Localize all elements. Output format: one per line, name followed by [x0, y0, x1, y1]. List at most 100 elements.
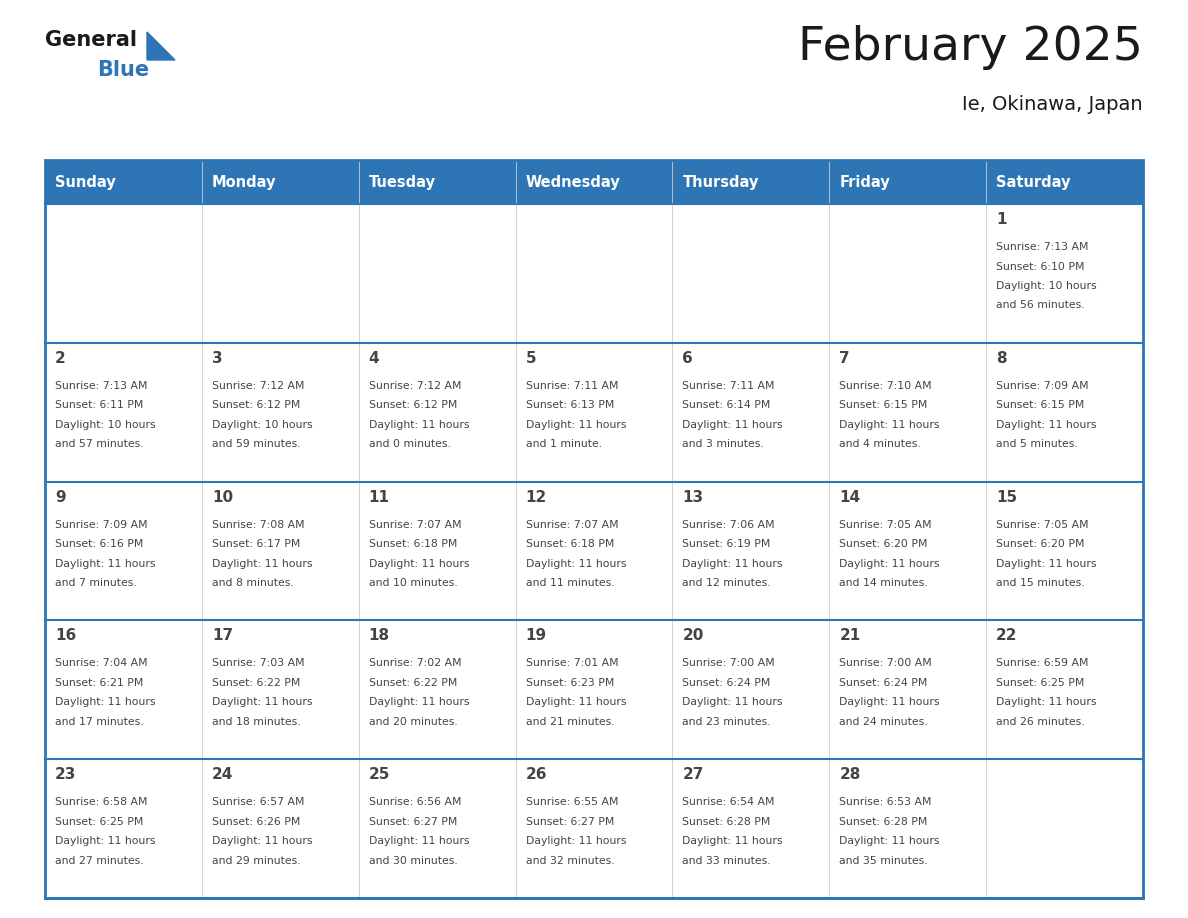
Bar	[202, 482, 359, 621]
Text: and 15 minutes.: and 15 minutes.	[997, 578, 1085, 588]
Text: Sunrise: 6:53 AM: Sunrise: 6:53 AM	[839, 797, 931, 807]
Bar	[672, 204, 829, 342]
Text: Daylight: 11 hours: Daylight: 11 hours	[682, 836, 783, 846]
Bar	[516, 759, 672, 898]
Bar	[986, 342, 1143, 482]
Text: and 5 minutes.: and 5 minutes.	[997, 440, 1078, 449]
Text: General: General	[45, 30, 137, 50]
Text: 6: 6	[682, 351, 693, 365]
Text: and 0 minutes.: and 0 minutes.	[368, 440, 450, 449]
Bar	[672, 621, 829, 759]
Bar	[45, 160, 202, 204]
Text: Sunset: 6:15 PM: Sunset: 6:15 PM	[997, 400, 1085, 410]
Text: Sunrise: 6:59 AM: Sunrise: 6:59 AM	[997, 658, 1088, 668]
Text: 18: 18	[368, 629, 390, 644]
Text: Sunset: 6:19 PM: Sunset: 6:19 PM	[682, 539, 771, 549]
Text: Sunset: 6:13 PM: Sunset: 6:13 PM	[525, 400, 614, 410]
Text: Sunrise: 7:07 AM: Sunrise: 7:07 AM	[368, 520, 461, 530]
Text: Daylight: 11 hours: Daylight: 11 hours	[839, 836, 940, 846]
Text: Sunset: 6:15 PM: Sunset: 6:15 PM	[839, 400, 928, 410]
Text: Sunrise: 7:02 AM: Sunrise: 7:02 AM	[368, 658, 461, 668]
Text: 1: 1	[997, 212, 1006, 227]
Text: Sunset: 6:24 PM: Sunset: 6:24 PM	[682, 677, 771, 688]
Text: Sunrise: 7:04 AM: Sunrise: 7:04 AM	[55, 658, 147, 668]
Text: Sunset: 6:24 PM: Sunset: 6:24 PM	[839, 677, 928, 688]
Bar	[202, 204, 359, 342]
Bar	[516, 342, 672, 482]
Text: Daylight: 10 hours: Daylight: 10 hours	[211, 420, 312, 430]
Text: and 26 minutes.: and 26 minutes.	[997, 717, 1085, 727]
Text: Daylight: 11 hours: Daylight: 11 hours	[682, 558, 783, 568]
Text: Sunset: 6:21 PM: Sunset: 6:21 PM	[55, 677, 144, 688]
Text: 25: 25	[368, 767, 390, 782]
Text: Sunset: 6:27 PM: Sunset: 6:27 PM	[525, 817, 614, 827]
Text: Daylight: 11 hours: Daylight: 11 hours	[211, 558, 312, 568]
Text: Sunrise: 7:06 AM: Sunrise: 7:06 AM	[682, 520, 775, 530]
Text: and 35 minutes.: and 35 minutes.	[839, 856, 928, 866]
Bar	[829, 160, 986, 204]
Text: 19: 19	[525, 629, 546, 644]
Text: and 11 minutes.: and 11 minutes.	[525, 578, 614, 588]
Text: and 10 minutes.: and 10 minutes.	[368, 578, 457, 588]
Bar	[672, 160, 829, 204]
Text: 2: 2	[55, 351, 65, 365]
Text: 26: 26	[525, 767, 546, 782]
Text: Sunrise: 6:55 AM: Sunrise: 6:55 AM	[525, 797, 618, 807]
Text: Thursday: Thursday	[682, 174, 759, 189]
Text: Wednesday: Wednesday	[525, 174, 620, 189]
Text: and 7 minutes.: and 7 minutes.	[55, 578, 137, 588]
Text: Sunrise: 7:00 AM: Sunrise: 7:00 AM	[839, 658, 933, 668]
Text: Daylight: 11 hours: Daylight: 11 hours	[368, 558, 469, 568]
Text: Sunrise: 7:07 AM: Sunrise: 7:07 AM	[525, 520, 618, 530]
Text: Blue: Blue	[97, 60, 150, 80]
Text: and 56 minutes.: and 56 minutes.	[997, 300, 1085, 310]
Text: Sunset: 6:17 PM: Sunset: 6:17 PM	[211, 539, 301, 549]
Text: Sunrise: 7:12 AM: Sunrise: 7:12 AM	[211, 381, 304, 391]
Text: 24: 24	[211, 767, 233, 782]
Text: Sunset: 6:20 PM: Sunset: 6:20 PM	[997, 539, 1085, 549]
Text: and 32 minutes.: and 32 minutes.	[525, 856, 614, 866]
Text: and 30 minutes.: and 30 minutes.	[368, 856, 457, 866]
Bar	[359, 160, 516, 204]
Text: Sunset: 6:27 PM: Sunset: 6:27 PM	[368, 817, 457, 827]
Text: Daylight: 11 hours: Daylight: 11 hours	[997, 558, 1097, 568]
Text: Monday: Monday	[211, 174, 277, 189]
Text: Daylight: 11 hours: Daylight: 11 hours	[55, 836, 156, 846]
Text: and 21 minutes.: and 21 minutes.	[525, 717, 614, 727]
Text: 10: 10	[211, 489, 233, 505]
Text: and 4 minutes.: and 4 minutes.	[839, 440, 921, 449]
Text: 7: 7	[839, 351, 849, 365]
Bar	[516, 204, 672, 342]
Text: and 29 minutes.: and 29 minutes.	[211, 856, 301, 866]
Text: Sunset: 6:12 PM: Sunset: 6:12 PM	[368, 400, 457, 410]
Bar	[672, 342, 829, 482]
Text: Sunset: 6:25 PM: Sunset: 6:25 PM	[997, 677, 1085, 688]
Text: Sunset: 6:11 PM: Sunset: 6:11 PM	[55, 400, 144, 410]
Text: 9: 9	[55, 489, 65, 505]
Text: 15: 15	[997, 489, 1017, 505]
Bar	[516, 482, 672, 621]
Text: Sunset: 6:28 PM: Sunset: 6:28 PM	[682, 817, 771, 827]
Text: Sunrise: 7:01 AM: Sunrise: 7:01 AM	[525, 658, 618, 668]
Text: Sunrise: 7:09 AM: Sunrise: 7:09 AM	[55, 520, 147, 530]
Text: Daylight: 11 hours: Daylight: 11 hours	[839, 420, 940, 430]
Bar	[986, 204, 1143, 342]
Bar	[986, 482, 1143, 621]
Bar	[829, 204, 986, 342]
Text: Daylight: 11 hours: Daylight: 11 hours	[682, 420, 783, 430]
Text: Daylight: 11 hours: Daylight: 11 hours	[839, 558, 940, 568]
Text: and 59 minutes.: and 59 minutes.	[211, 440, 301, 449]
Text: Sunset: 6:22 PM: Sunset: 6:22 PM	[211, 677, 301, 688]
Text: Sunrise: 7:13 AM: Sunrise: 7:13 AM	[997, 242, 1088, 252]
Bar	[45, 482, 202, 621]
Text: Sunrise: 6:56 AM: Sunrise: 6:56 AM	[368, 797, 461, 807]
Text: and 33 minutes.: and 33 minutes.	[682, 856, 771, 866]
Text: and 1 minute.: and 1 minute.	[525, 440, 601, 449]
Text: Daylight: 11 hours: Daylight: 11 hours	[839, 698, 940, 708]
Bar	[45, 759, 202, 898]
Text: Sunrise: 7:05 AM: Sunrise: 7:05 AM	[997, 520, 1088, 530]
Bar	[45, 342, 202, 482]
Text: Sunrise: 7:05 AM: Sunrise: 7:05 AM	[839, 520, 931, 530]
Text: Daylight: 11 hours: Daylight: 11 hours	[525, 558, 626, 568]
Polygon shape	[147, 32, 175, 60]
